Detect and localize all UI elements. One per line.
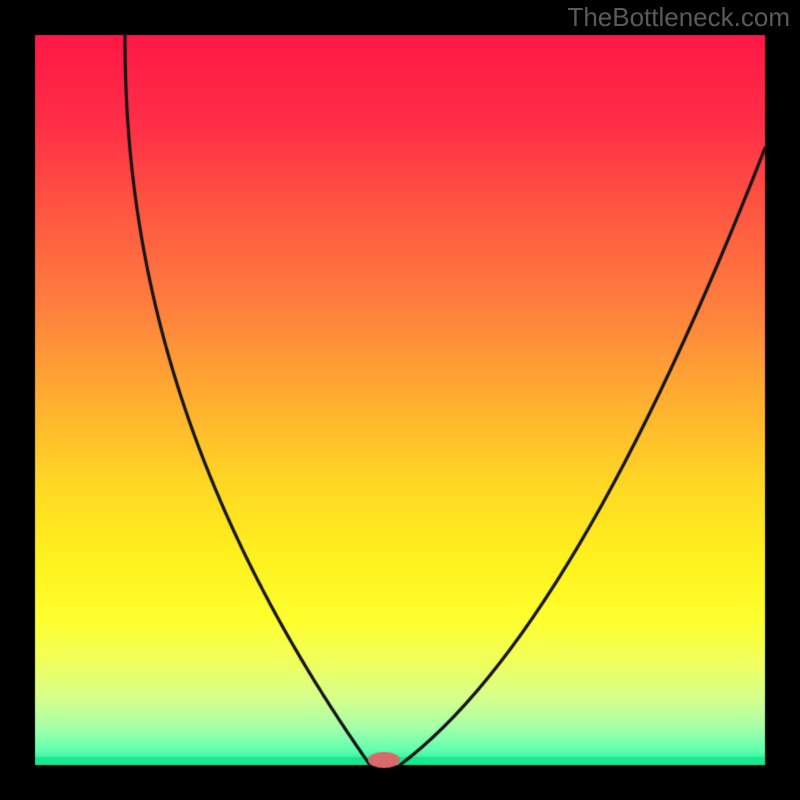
chart-container: TheBottleneck.com — [0, 0, 800, 800]
bottleneck-curve — [0, 0, 800, 800]
